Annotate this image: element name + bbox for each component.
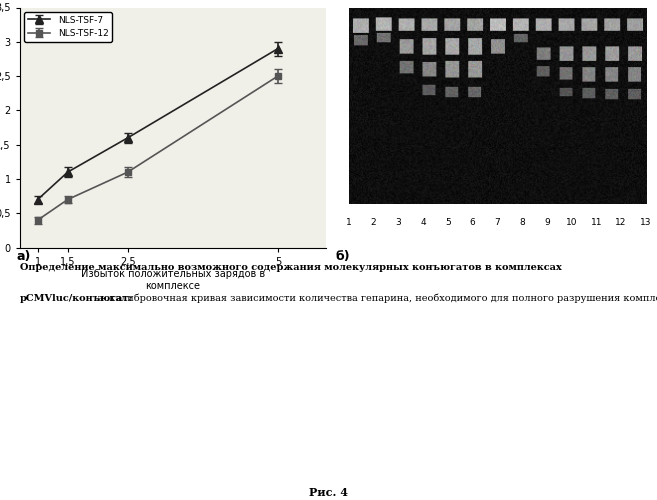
Text: 10: 10	[566, 218, 578, 227]
Text: 6: 6	[470, 218, 476, 227]
Text: 8: 8	[519, 218, 525, 227]
Text: 1: 1	[346, 218, 351, 227]
Text: 4: 4	[420, 218, 426, 227]
Text: б): б)	[335, 250, 350, 263]
Text: Рис. 4: Рис. 4	[309, 486, 348, 498]
Text: 12: 12	[616, 218, 627, 227]
Text: 5: 5	[445, 218, 451, 227]
Text: Определение максимально возможного содержания молекулярных конъюгатов в комплекс: Определение максимально возможного содер…	[20, 262, 562, 272]
Text: 2: 2	[371, 218, 376, 227]
Text: 7: 7	[495, 218, 500, 227]
Text: 9: 9	[544, 218, 550, 227]
X-axis label: Избыток положительных зарядов в
комплексе: Избыток положительных зарядов в комплекс…	[81, 270, 265, 291]
Text: рCMVluc/конъюгат:: рCMVluc/конъюгат:	[20, 294, 133, 303]
Text: 3: 3	[396, 218, 401, 227]
Legend: NLS-TSF-7, NLS-TSF-12: NLS-TSF-7, NLS-TSF-12	[24, 12, 112, 42]
Text: а): а)	[16, 250, 31, 263]
Text: а-.калибровочная кривая зависимости количества гепарина, необходимого для полног: а-.калибровочная кривая зависимости коли…	[94, 294, 657, 304]
Text: 13: 13	[640, 218, 652, 227]
Text: 11: 11	[591, 218, 602, 227]
